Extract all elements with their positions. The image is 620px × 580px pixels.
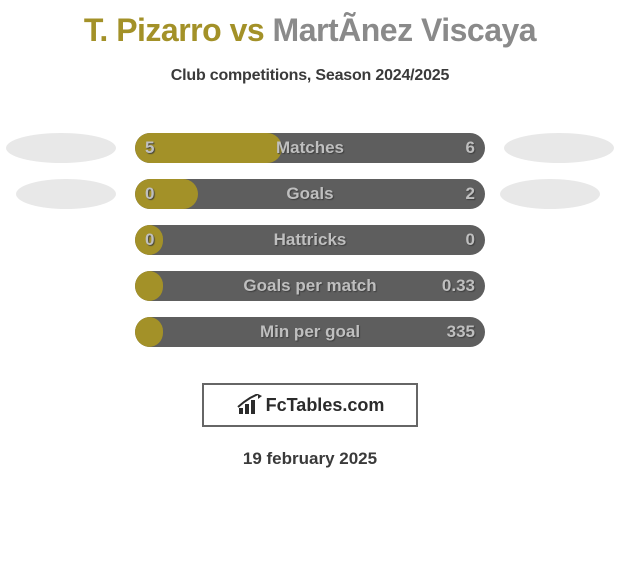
player2-badge bbox=[504, 133, 614, 163]
stat-value-right: 2 bbox=[466, 179, 475, 209]
logo-text: FcTables.com bbox=[266, 395, 385, 416]
stat-value-right: 335 bbox=[447, 317, 475, 347]
stat-row: 335Min per goal bbox=[0, 309, 620, 355]
comparison-container: T. Pizarro vs MartÃ­nez Viscaya Club com… bbox=[0, 0, 620, 580]
stat-value-left: 5 bbox=[145, 133, 154, 163]
stat-row: 0.33Goals per match bbox=[0, 263, 620, 309]
stat-value-left: 0 bbox=[145, 179, 154, 209]
page-title: T. Pizarro vs MartÃ­nez Viscaya bbox=[0, 0, 620, 49]
stat-value-right: 6 bbox=[466, 133, 475, 163]
stat-value-right: 0 bbox=[466, 225, 475, 255]
player2-badge bbox=[500, 179, 600, 209]
subtitle: Club competitions, Season 2024/2025 bbox=[0, 67, 620, 85]
stat-bar-fill bbox=[135, 271, 163, 301]
stats-area: 56Matches02Goals00Hattricks0.33Goals per… bbox=[0, 125, 620, 355]
stat-bar-fill bbox=[135, 317, 163, 347]
player2-name: MartÃ­nez Viscaya bbox=[273, 12, 537, 48]
stat-bar: 02Goals bbox=[135, 179, 485, 209]
date-label: 19 february 2025 bbox=[0, 449, 620, 469]
stat-bar: 0.33Goals per match bbox=[135, 271, 485, 301]
player1-badge bbox=[16, 179, 116, 209]
stat-row: 56Matches bbox=[0, 125, 620, 171]
stat-label: Hattricks bbox=[135, 225, 485, 255]
vs-label: vs bbox=[230, 12, 265, 48]
chart-icon bbox=[236, 394, 262, 416]
stat-row: 02Goals bbox=[0, 171, 620, 217]
stat-bar: 335Min per goal bbox=[135, 317, 485, 347]
stat-label: Min per goal bbox=[135, 317, 485, 347]
player1-badge bbox=[6, 133, 116, 163]
stat-label: Goals per match bbox=[135, 271, 485, 301]
stat-bar: 56Matches bbox=[135, 133, 485, 163]
stat-value-right: 0.33 bbox=[442, 271, 475, 301]
stat-bar-fill bbox=[135, 133, 282, 163]
stat-value-left: 0 bbox=[145, 225, 154, 255]
stat-row: 0 0Hattricks bbox=[0, 217, 620, 263]
stat-bar: 0 0Hattricks bbox=[135, 225, 485, 255]
logo-box[interactable]: FcTables.com bbox=[202, 383, 418, 427]
player1-name: T. Pizarro bbox=[84, 12, 221, 48]
